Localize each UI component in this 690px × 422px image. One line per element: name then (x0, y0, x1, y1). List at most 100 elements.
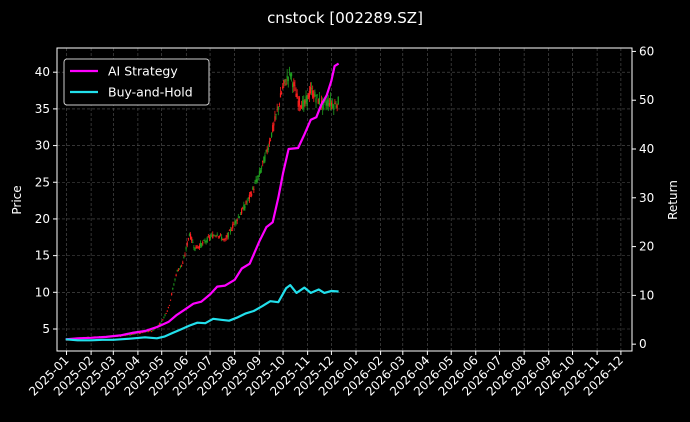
candle-body (317, 99, 319, 104)
candle-body (236, 219, 238, 221)
candle-body (281, 92, 283, 94)
candle-body (291, 73, 293, 77)
candle-body (279, 93, 282, 98)
candle-body (175, 274, 177, 277)
candle-body (164, 314, 166, 316)
candle-body (208, 236, 211, 239)
candle-body (332, 103, 334, 108)
candle-body (221, 237, 223, 240)
candle-body (285, 83, 287, 85)
candle-body (179, 265, 182, 268)
candle-body (226, 235, 228, 238)
candle-body (235, 219, 237, 224)
candle-body (284, 79, 286, 82)
candle-body (293, 82, 295, 86)
y-left-tick-label: 35 (35, 102, 50, 116)
candle-body (239, 214, 242, 215)
candle-body (255, 179, 257, 183)
candle-body (218, 235, 221, 237)
candle-body (282, 86, 284, 89)
candle-body (199, 242, 202, 247)
candle-body (307, 93, 309, 100)
candle-body (149, 330, 152, 332)
candle-body (168, 305, 171, 306)
candle-body (262, 160, 264, 163)
legend-label: Buy-and-Hold (108, 85, 193, 100)
candle-body (272, 125, 274, 132)
candle-body (214, 235, 216, 237)
candle-body (252, 187, 254, 190)
candle-body (206, 237, 208, 243)
candle-body (182, 262, 184, 264)
candle-body (192, 241, 194, 243)
candle-body (181, 264, 183, 266)
candle-body (193, 247, 195, 248)
candle-body (134, 333, 136, 335)
candle-body (152, 330, 154, 331)
candle-body (277, 106, 279, 110)
candle-body (219, 234, 222, 236)
candle-body (249, 192, 252, 194)
candle-body (259, 170, 262, 173)
candle-body (232, 224, 234, 229)
candle-body (298, 97, 300, 106)
candle-body (299, 105, 302, 108)
candle-body (194, 247, 196, 251)
candle-body (304, 100, 306, 104)
candle-body (267, 147, 269, 150)
y-left-tick-label: 30 (35, 139, 50, 153)
candle-body (253, 188, 255, 190)
candle-body (131, 334, 133, 336)
candle-body (147, 330, 149, 332)
candle-body (158, 323, 161, 325)
candle-body (146, 331, 148, 333)
legend: AI Strategy Buy-and-Hold (63, 58, 210, 106)
candle-body (195, 245, 197, 249)
candle-body (266, 148, 268, 152)
candle-body (187, 238, 189, 240)
candle-body (151, 330, 153, 332)
candle-body (314, 91, 316, 97)
candle-body (278, 103, 280, 106)
y-right-tick-label: 50 (639, 93, 654, 107)
candle-body (257, 175, 259, 177)
series-line-buy-and-hold (65, 284, 339, 342)
candle-body (212, 234, 214, 239)
candle-body (231, 229, 233, 231)
candle-body (273, 123, 275, 126)
candle-body (242, 207, 244, 209)
y-left-tick-label: 10 (35, 285, 50, 299)
candle-body (246, 201, 248, 203)
candle-body (316, 94, 318, 96)
candle-body (176, 270, 178, 271)
candle-body (167, 306, 169, 308)
candle-body (135, 333, 137, 335)
candle-body (251, 193, 253, 196)
series-line-ai-strategy (65, 62, 340, 341)
candle-body (296, 93, 298, 99)
candle-body (186, 242, 188, 246)
candle-body (191, 237, 193, 241)
y-axis-left-label: Price (10, 185, 24, 214)
candle-body (172, 288, 174, 289)
candle-body (315, 98, 317, 103)
candle-body (325, 103, 327, 106)
candle-body (268, 141, 270, 145)
candle-body (306, 95, 308, 104)
legend-box (63, 58, 210, 106)
candle-body (162, 319, 164, 321)
candle-body (264, 154, 266, 162)
candle-body (197, 246, 199, 248)
candle-body (274, 116, 276, 122)
y-left-tick-label: 25 (35, 175, 50, 189)
candle-body (337, 96, 339, 105)
candle-body (295, 93, 297, 97)
candle-body (243, 204, 245, 211)
candle-body (216, 234, 218, 236)
candle-body (215, 235, 217, 237)
candle-body (211, 234, 213, 236)
candle-body (202, 242, 204, 244)
candle-body (283, 80, 285, 84)
candle-body (159, 323, 162, 325)
